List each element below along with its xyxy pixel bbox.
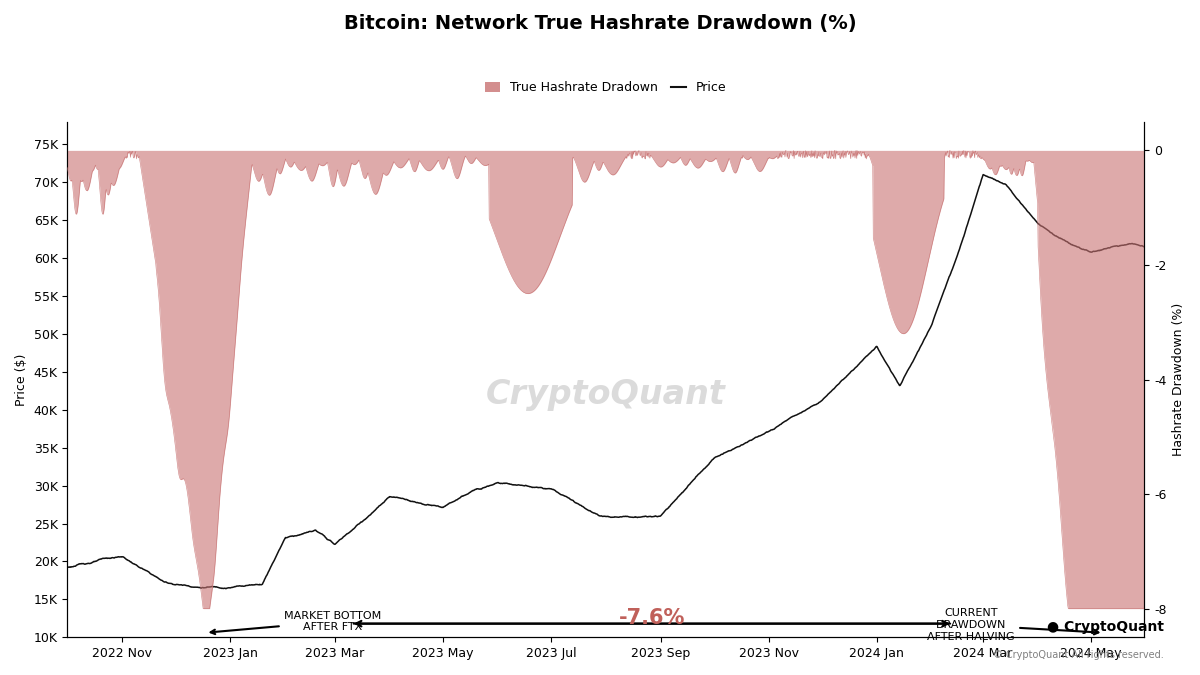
Text: ● CryptoQuant: ● CryptoQuant <box>1046 620 1164 634</box>
Y-axis label: Hashrate Drawdown (%): Hashrate Drawdown (%) <box>1172 303 1186 456</box>
Text: Bitcoin: Network True Hashrate Drawdown (%): Bitcoin: Network True Hashrate Drawdown … <box>343 14 857 32</box>
Legend: True Hashrate Dradown, Price: True Hashrate Dradown, Price <box>480 76 731 99</box>
Text: © CryptoQuant All rights reserved.: © CryptoQuant All rights reserved. <box>994 650 1164 660</box>
Text: CryptoQuant: CryptoQuant <box>486 379 726 412</box>
Text: -7.6%: -7.6% <box>619 608 685 628</box>
Y-axis label: Price ($): Price ($) <box>16 353 28 406</box>
Text: MARKET BOTTOM
AFTER FTX: MARKET BOTTOM AFTER FTX <box>211 611 382 634</box>
Text: CURRENT
DRAWDOWN
AFTER HALVING: CURRENT DRAWDOWN AFTER HALVING <box>926 608 1098 642</box>
